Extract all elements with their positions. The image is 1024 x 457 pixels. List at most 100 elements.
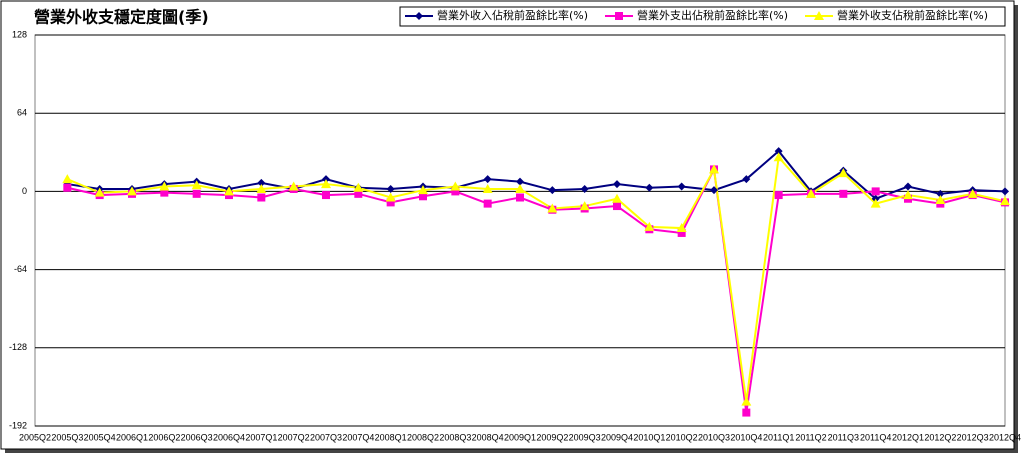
x-tick-label: 2010Q1 [633,432,665,442]
marker [580,184,589,193]
marker [774,147,783,156]
marker [94,187,105,197]
marker [450,181,461,191]
marker [288,181,299,191]
marker [613,202,621,211]
x-tick-label: 2009Q1 [504,432,536,442]
series-line [67,166,1006,413]
legend-marker [415,12,423,20]
marker [741,396,752,406]
marker [321,179,331,189]
marker [709,164,719,174]
marker [257,178,266,187]
marker [322,191,330,200]
y-tick-label: -192 [9,420,27,430]
marker [677,228,686,237]
y-tick-label: 64 [17,108,27,118]
legend [399,6,1006,27]
chart-title: 營業外收支穩定度圖(季) [34,8,209,27]
x-tick-label: 2008Q4 [472,432,504,442]
x-tick-label: 2011Q3 [828,432,859,442]
marker [354,189,363,198]
marker [742,408,751,417]
marker [419,192,427,201]
marker [451,187,460,196]
marker [967,188,978,198]
marker [1001,187,1009,196]
marker [742,175,751,184]
marker [386,184,395,193]
marker [839,189,848,198]
marker [483,199,492,208]
marker [224,186,234,196]
marker [192,189,201,198]
x-tick-label: 2011Q1 [763,432,794,442]
marker [159,181,170,191]
marker [191,180,202,190]
marker [871,187,880,196]
x-tick-label: 2007Q4 [342,432,374,442]
x-tick-label: 2006Q4 [213,432,245,442]
legend-marker [814,11,824,20]
x-tick-label: 2007Q2 [278,432,310,442]
marker [385,192,396,202]
legend-label: 營業外支出佔稅前盈餘比率(%) [637,8,788,22]
marker [418,185,428,195]
marker [256,183,267,193]
x-tick-label: 2006Q1 [116,432,148,442]
marker [903,190,913,200]
marker [644,221,655,231]
marker [482,183,493,193]
marker [904,182,912,191]
x-tick-label: 2010Q3 [698,432,730,442]
x-tick-label: 2008Q2 [407,432,439,442]
marker [516,193,524,202]
marker [676,223,687,233]
marker [838,168,849,178]
x-tick-label: 2006Q3 [181,432,213,442]
y-tick-label: 0 [22,186,27,196]
marker [774,191,783,200]
x-tick-label: 2011Q2 [795,432,826,442]
x-tick-label: 2012Q1 [892,432,924,442]
marker [936,189,945,198]
x-tick-label: 2010Q4 [730,432,762,442]
marker [353,182,364,192]
x-tick-label: 2010Q2 [666,432,698,442]
x-tick-label: 2007Q1 [245,432,277,442]
marker [935,194,946,204]
marker [548,186,557,195]
y-tick-label: -128 [9,342,27,352]
marker [870,198,881,208]
x-tick-label: 2005Q4 [84,432,116,442]
marker [160,188,169,197]
x-tick-label: 2009Q3 [569,432,601,442]
x-tick-label: 2005Q3 [51,432,83,442]
x-tick-label: 2005Q2 [19,432,51,442]
marker [483,175,492,184]
series-line [66,154,1006,402]
x-tick-label: 2008Q3 [439,432,471,442]
series-line [67,149,1006,200]
marker [1000,196,1010,206]
x-tick-label: 2012Q4 [989,432,1021,442]
marker [257,193,266,202]
marker [515,183,525,193]
legend-label: 營業外收支佔稅前盈餘比率(%) [837,8,988,22]
x-tick-label: 2008Q1 [375,432,407,442]
x-tick-label: 2012Q2 [924,432,956,442]
y-tick-label: -64 [14,264,27,274]
y-tick-label: 128 [12,29,27,39]
x-tick-label: 2009Q2 [536,432,568,442]
marker [677,182,686,191]
marker [127,186,137,196]
marker [645,183,654,192]
marker [579,201,590,211]
marker [773,152,784,162]
marker [710,186,718,195]
marker [63,183,72,192]
legend-label: 營業外收入佔稅前盈餘比率(%) [437,8,588,22]
legend-marker [615,12,623,20]
marker [386,198,395,207]
